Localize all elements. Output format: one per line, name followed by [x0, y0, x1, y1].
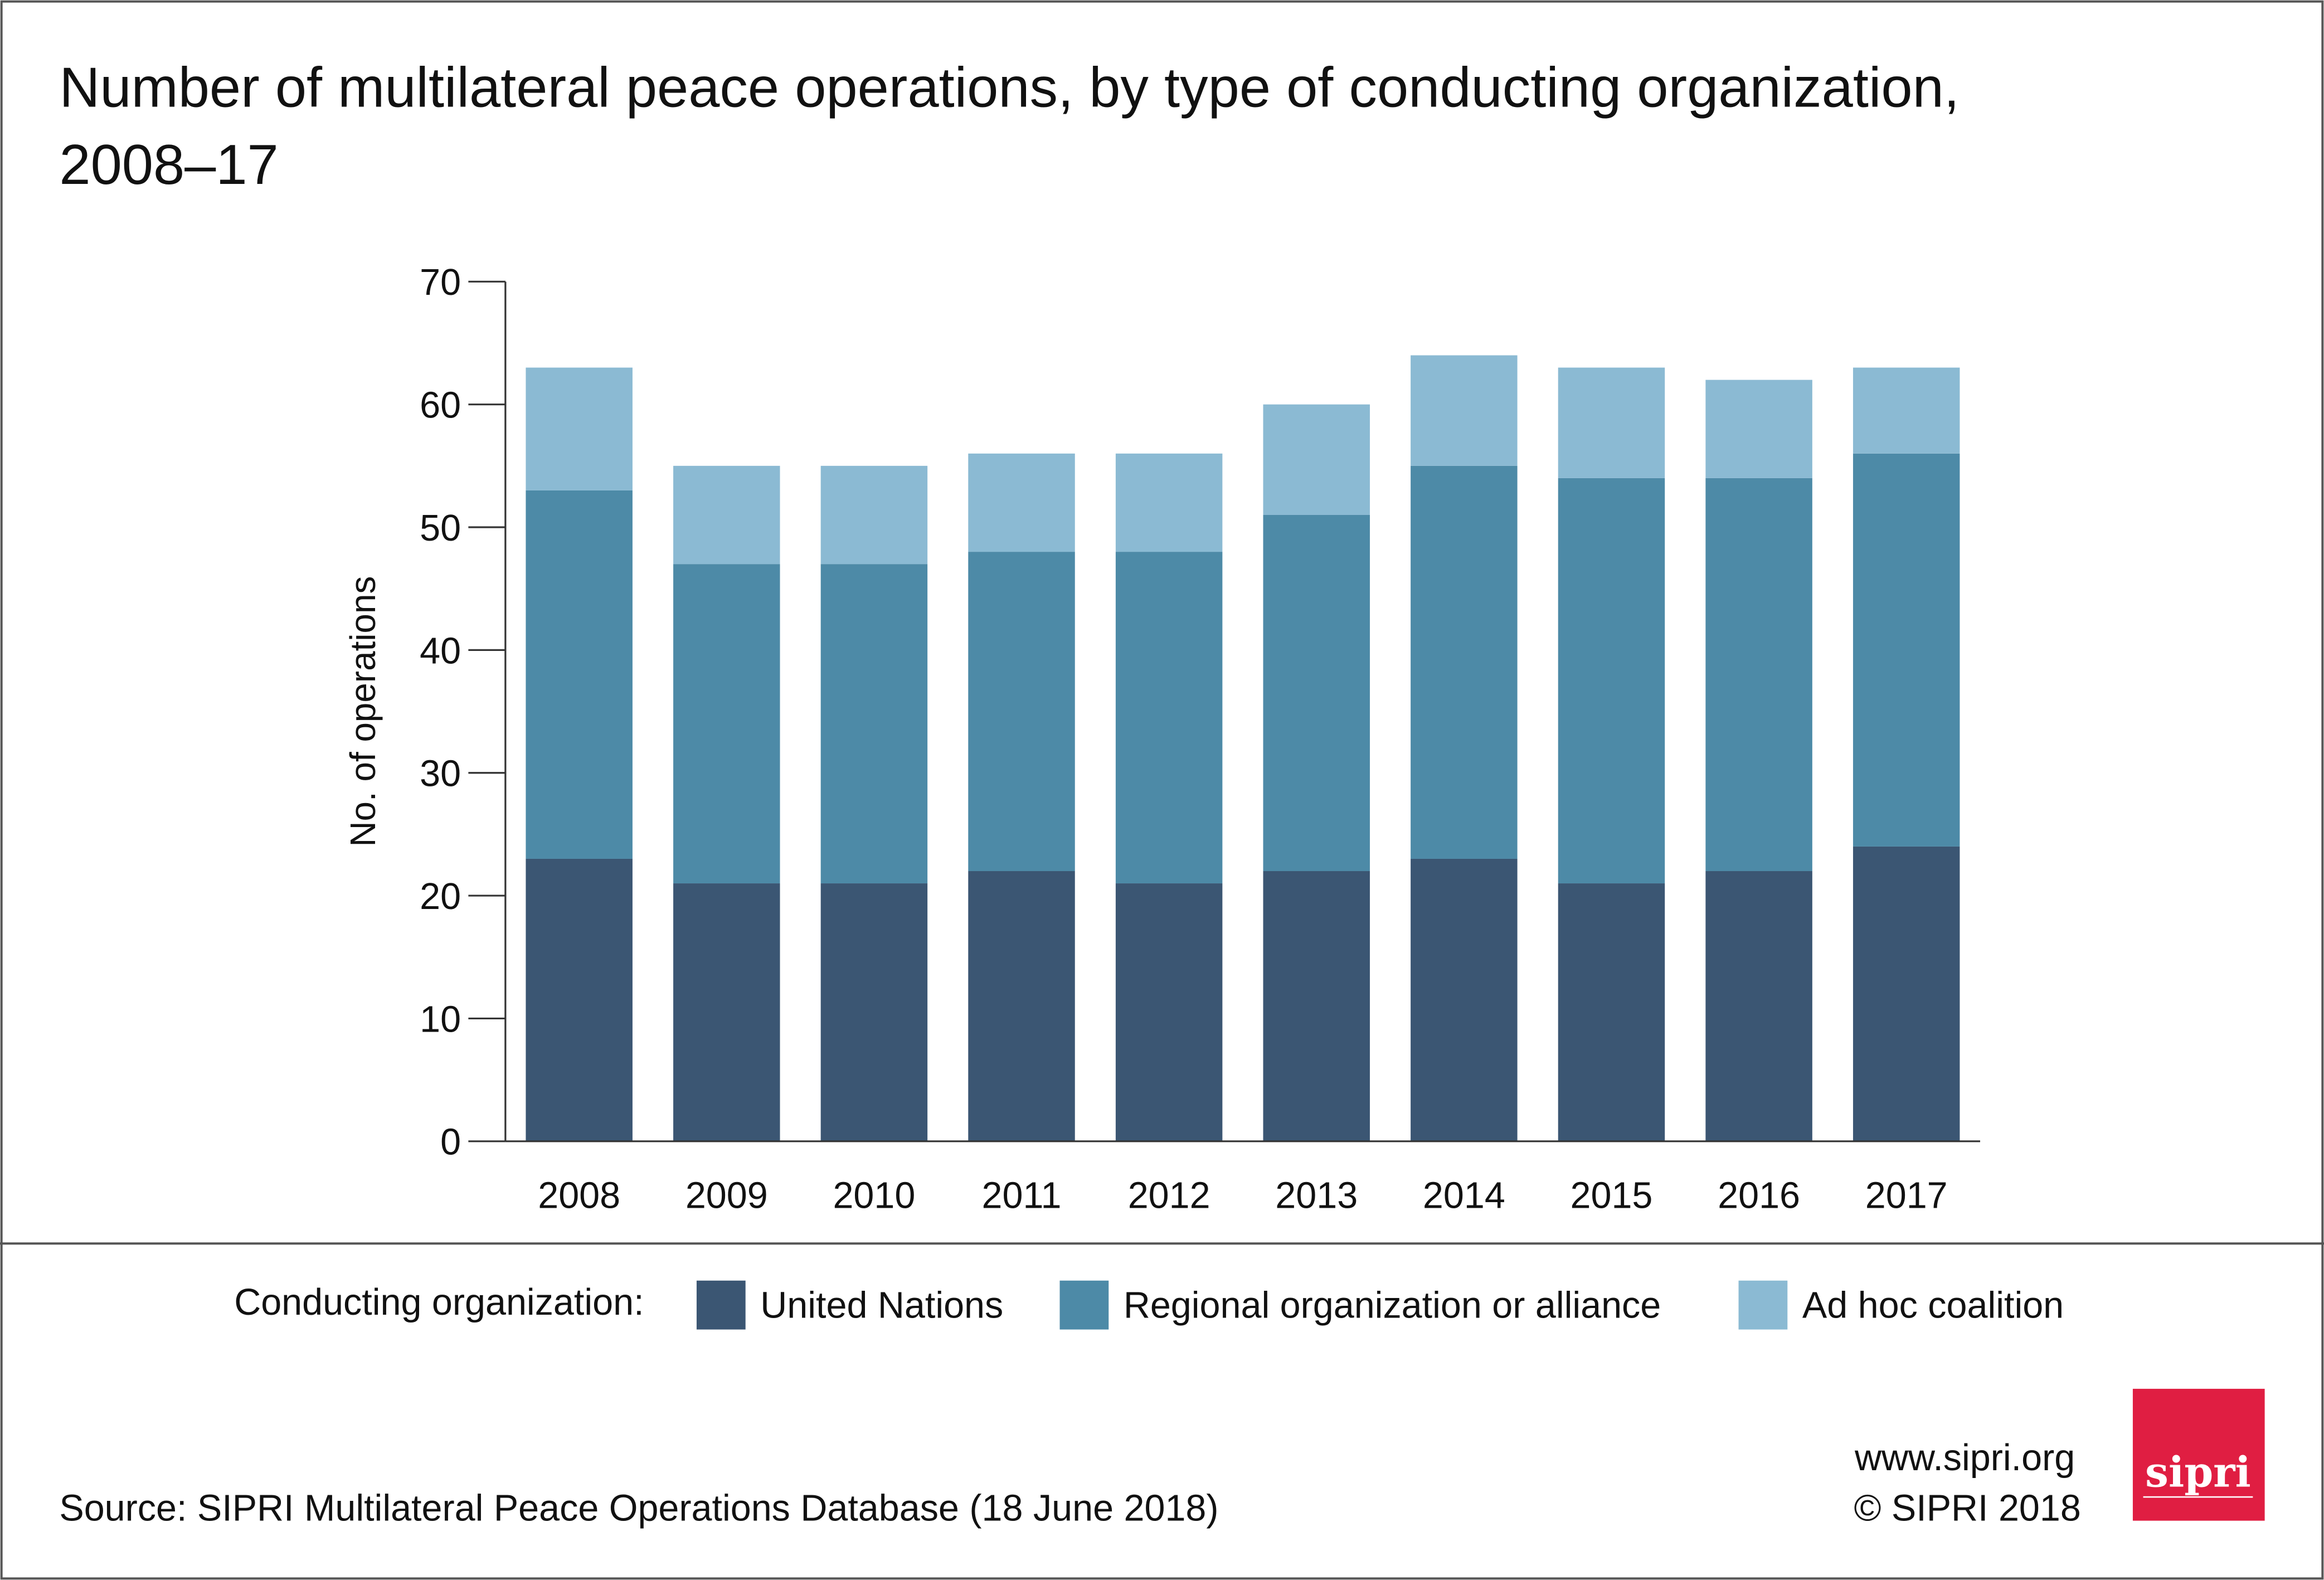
bar-2010-series-2 [820, 465, 928, 565]
copyright: © SIPRI 2018 [1854, 1488, 2080, 1529]
chart-title-line1: Number of multilateral peace operations,… [59, 56, 1960, 119]
bar-2015-series-2 [1558, 367, 1665, 478]
bar-2011-series-2 [968, 453, 1075, 552]
logo-box [2132, 1388, 2265, 1521]
bar-2010-series-1 [820, 564, 928, 884]
bar-2017-series-1 [1853, 453, 1960, 847]
x-tick-label: 2014 [1423, 1175, 1505, 1216]
bar-2013-series-1 [1263, 514, 1370, 872]
bar-2017-series-2 [1853, 367, 1960, 454]
x-tick-label: 2017 [1865, 1175, 1948, 1216]
x-tick-label: 2011 [982, 1175, 1062, 1216]
x-tick-label: 2015 [1571, 1175, 1653, 1216]
bar-2016-series-1 [1705, 478, 1812, 872]
bar-2016-series-2 [1705, 380, 1812, 478]
y-tick-label: 10 [420, 999, 461, 1040]
legend-label: Conducting organization: [234, 1282, 644, 1323]
chart-title-line2: 2008–17 [59, 134, 278, 196]
bar-2011-series-1 [968, 552, 1075, 872]
y-tick-label: 40 [420, 630, 461, 672]
y-tick-label: 30 [420, 753, 461, 795]
x-tick-label: 2016 [1718, 1175, 1800, 1216]
bar-2008-series-0 [526, 858, 633, 1141]
bar-2015-series-0 [1558, 883, 1665, 1141]
bar-2015-series-1 [1558, 478, 1665, 884]
x-tick-label: 2008 [538, 1175, 620, 1216]
x-tick-label: 2010 [833, 1175, 915, 1216]
y-tick-label: 20 [420, 876, 461, 917]
legend-swatch-0 [696, 1280, 746, 1330]
bar-2010-series-0 [820, 883, 928, 1141]
bar-2008-series-2 [526, 367, 633, 490]
bar-2012-series-0 [1115, 883, 1223, 1141]
y-tick-label: 50 [420, 508, 461, 549]
bar-2014-series-2 [1411, 355, 1518, 466]
bar-2012-series-2 [1115, 453, 1223, 552]
legend-swatch-1 [1059, 1280, 1109, 1330]
y-tick-label: 70 [420, 262, 461, 303]
y-tick-label: 0 [440, 1122, 461, 1163]
y-axis-label: No. of operations [343, 576, 383, 847]
bar-2016-series-0 [1705, 871, 1812, 1141]
source-note: Source: SIPRI Multilateral Peace Operati… [59, 1488, 1218, 1529]
website-link[interactable]: www.sipri.org [1854, 1437, 2075, 1479]
bar-2013-series-0 [1263, 871, 1370, 1141]
bar-2009-series-1 [673, 564, 780, 884]
x-tick-label: 2009 [685, 1175, 768, 1216]
bar-2012-series-1 [1115, 552, 1223, 884]
bar-2011-series-0 [968, 871, 1075, 1141]
bar-2014-series-0 [1411, 858, 1518, 1141]
legend-entry: United Nations [760, 1285, 1003, 1326]
bar-2013-series-2 [1263, 404, 1370, 515]
sipri-logo: sipri [2132, 1388, 2265, 1521]
legend-entry: Regional organization or alliance [1124, 1285, 1661, 1326]
legend: Conducting organization: United Nations R… [234, 1280, 2064, 1330]
bar-2008-series-1 [526, 490, 633, 859]
x-tick-label: 2013 [1275, 1175, 1358, 1216]
logo-text: sipri [2145, 1447, 2251, 1496]
y-tick-label: 60 [420, 385, 461, 426]
bar-2009-series-0 [673, 883, 780, 1141]
bar-2014-series-1 [1411, 465, 1518, 859]
legend-swatch-2 [1738, 1280, 1788, 1330]
bar-2009-series-2 [673, 465, 780, 565]
bar-2017-series-0 [1853, 846, 1960, 1141]
x-tick-label: 2012 [1128, 1175, 1210, 1216]
legend-entry: Ad hoc coalition [1802, 1285, 2064, 1326]
plot-area: 2008 2009 2010 2011 2012 2013 2014 2015 2016 2017… [420, 262, 1981, 1216]
